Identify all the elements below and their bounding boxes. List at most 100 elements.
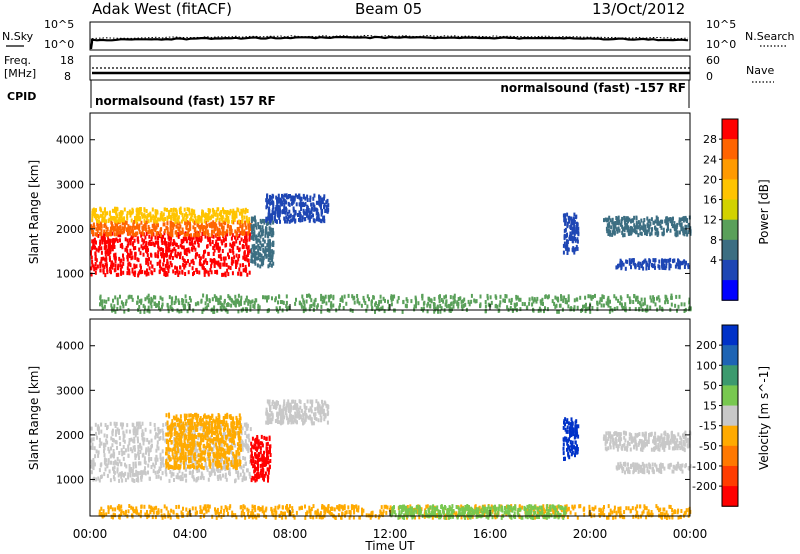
velocity-data-cell: [306, 399, 309, 404]
velocity-data-cell: [138, 455, 140, 460]
power-data-cell: [281, 194, 284, 199]
velocity-data-cell: [294, 399, 297, 404]
power-data-cell: [683, 302, 686, 307]
power-data-cell: [95, 258, 98, 263]
power-data-cell: [681, 260, 684, 265]
power-data-cell: [298, 195, 301, 200]
power-data-cell: [179, 243, 182, 248]
power-data-cell: [649, 232, 652, 237]
velocity-data-cell: [103, 457, 106, 462]
power-data-cell: [145, 243, 147, 248]
power-data-cell: [169, 232, 172, 237]
velocity-data-cell: [275, 405, 277, 410]
velocity-data-cell: [121, 425, 124, 430]
power-data-cell: [277, 300, 279, 305]
power-data-cell: [640, 218, 643, 223]
velocity-data-cell: [196, 425, 199, 430]
velocity-data-cell: [188, 464, 191, 469]
power-data-cell: [653, 258, 656, 263]
power-data-cell: [652, 295, 655, 300]
velocity-data-cell: [243, 422, 246, 427]
power-data-cell: [496, 304, 499, 309]
power-data-cell: [123, 229, 125, 234]
velocity-data-cell: [161, 460, 164, 465]
velocity-data-cell: [316, 406, 319, 411]
velocity-data-cell: [260, 468, 263, 473]
velocity-data-cell: [99, 441, 102, 446]
power-data-cell: [635, 230, 637, 235]
velocity-data-cell: [206, 430, 209, 435]
power-data-cell: [100, 208, 103, 213]
velocity-data-cell: [244, 456, 247, 461]
power-data-cell: [257, 243, 260, 248]
power-data-cell: [99, 213, 102, 218]
power-data-cell: [303, 217, 306, 222]
power-data-cell: [137, 212, 139, 217]
velocity-data-cell: [104, 442, 107, 447]
power-data-cell: [298, 210, 301, 215]
power-data-cell: [129, 263, 132, 268]
power-data-cell: [135, 264, 138, 269]
velocity-data-cell: [135, 469, 138, 474]
power-data-cell: [687, 230, 690, 235]
velocity-data-cell: [217, 448, 220, 453]
power-data-cell: [287, 305, 290, 310]
velocity-data-cell: [157, 427, 160, 432]
velocity-data-cell: [156, 434, 159, 439]
power-data-cell: [585, 302, 587, 307]
power-data-cell: [684, 261, 687, 266]
power-data-cell: [96, 229, 99, 234]
power-data-cell: [572, 236, 575, 241]
power-data-cell: [262, 243, 265, 248]
velocity-data-cell: [257, 452, 260, 456]
power-data-cell: [308, 293, 310, 298]
power-data-cell: [200, 219, 203, 224]
power-data-cell: [573, 231, 576, 236]
velocity-data-cell: [165, 464, 168, 469]
power-data-cell: [262, 237, 265, 242]
power-data-cell: [413, 304, 416, 309]
power-data-cell: [266, 221, 268, 226]
power-data-cell: [138, 216, 141, 221]
power-data-cell: [100, 259, 103, 264]
velocity-data-cell: [91, 446, 94, 450]
power-data-cell: [200, 236, 203, 240]
velocity-data-cell: [239, 421, 241, 425]
velocity-data-cell: [187, 418, 189, 423]
velocity-data-cell: [254, 478, 257, 483]
power-data-cell: [146, 295, 149, 300]
velocity-data-cell: [236, 447, 239, 452]
velocity-data-cell: [104, 423, 107, 427]
velocity-data-cell: [174, 450, 177, 454]
velocity-data-cell: [173, 425, 175, 430]
power-data-cell: [503, 298, 506, 303]
power-data-cell: [365, 308, 368, 313]
velocity-data-cell: [230, 463, 233, 467]
power-data-cell: [230, 236, 233, 241]
power-data-cell: [521, 302, 524, 306]
velocity-data-cell: [231, 439, 233, 444]
power-data-cell: [283, 202, 286, 207]
power-data-cell: [236, 207, 239, 212]
power-data-cell: [137, 273, 140, 278]
power-data-cell: [514, 303, 517, 308]
power-data-cell: [546, 307, 549, 312]
velocity-data-cell: [314, 412, 317, 417]
power-data-cell: [139, 263, 142, 268]
power-data-cell: [266, 243, 269, 247]
power-data-cell: [264, 295, 267, 300]
power-data-cell: [205, 269, 208, 274]
velocity-data-cell: [192, 434, 195, 439]
power-data-cell: [294, 209, 297, 214]
power-data-cell: [262, 219, 265, 224]
power-data-cell: [323, 205, 325, 210]
velocity-data-cell: [214, 462, 217, 467]
power-data-cell: [297, 213, 299, 217]
power-data-cell: [639, 226, 642, 231]
velocity-data-cell: [211, 462, 214, 467]
power-data-cell: [235, 260, 238, 265]
velocity-data-cell: [190, 428, 193, 433]
power-data-cell: [242, 231, 245, 235]
power-data-cell: [193, 220, 196, 225]
velocity-data-cell: [113, 477, 116, 482]
